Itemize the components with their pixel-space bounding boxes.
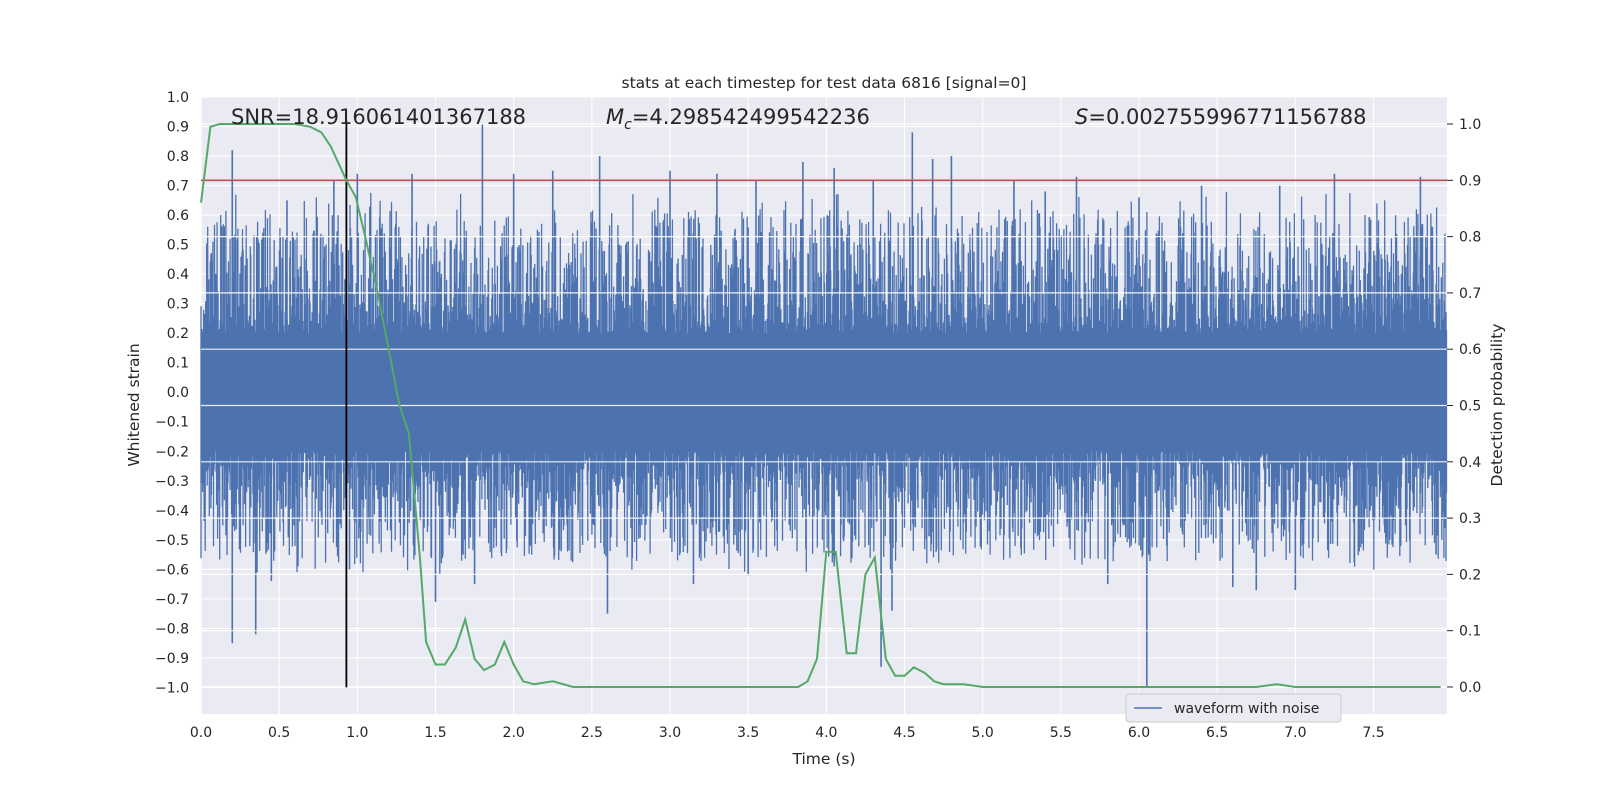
y-tick-label-left: 0.2 — [167, 326, 189, 342]
chirp-mass-value: =4.298542499542236 — [632, 105, 870, 129]
y-tick-label-left: −0.6 — [155, 562, 189, 578]
waveform-core-band — [201, 333, 1447, 452]
x-tick-label: 2.5 — [581, 725, 603, 741]
y-axis-label-right: Detection probability — [1488, 324, 1506, 487]
x-tick-label: 7.5 — [1362, 725, 1384, 741]
y-tick-label-left: 0.7 — [167, 179, 189, 195]
y-tick-label-left: −0.1 — [155, 415, 189, 431]
detection-probability-series — [200, 123, 1441, 688]
x-tick-label: 5.0 — [972, 725, 994, 741]
chirp-mass-symbol: M — [606, 105, 624, 129]
y-tick-label-right: 0.7 — [1459, 286, 1481, 302]
y-tick-label-right: 0.0 — [1459, 680, 1481, 696]
snr-annotation: SNR=18.916061401367188 — [231, 105, 526, 129]
y-tick-label-left: 0.1 — [167, 356, 189, 372]
y-tick-label-left: 0.5 — [167, 238, 189, 254]
y-tick-label-left: 0.0 — [167, 385, 189, 401]
y-tick-label-right: 0.9 — [1459, 173, 1481, 189]
y-tick-label-left: 0.3 — [167, 297, 189, 313]
y-tick-label-left: 0.4 — [167, 267, 189, 283]
x-tick-label: 3.0 — [659, 725, 681, 741]
x-tick-label: 1.0 — [346, 725, 368, 741]
x-tick-label: 5.5 — [1050, 725, 1072, 741]
s-annotation: S=0.002755996771156788 — [1075, 105, 1366, 129]
x-tick-label: 6.5 — [1206, 725, 1228, 741]
y-tick-label-right: 1.0 — [1459, 117, 1481, 133]
x-axis-label: Time (s) — [791, 750, 855, 768]
y-tick-label-left: −0.4 — [155, 503, 189, 519]
s-value: =0.002755996771156788 — [1088, 105, 1366, 129]
y-tick-label-left: −0.2 — [155, 444, 189, 460]
x-tick-label: 6.0 — [1128, 725, 1150, 741]
y-tick-label-left: −0.9 — [155, 651, 189, 667]
x-tick-label: 4.0 — [815, 725, 837, 741]
overlay-lines — [201, 120, 1447, 688]
x-tick-label: 0.5 — [268, 725, 290, 741]
x-tick-label: 0.0 — [190, 725, 212, 741]
axis-ticks: 0.0 0.5 1.0 1.5 2.0 2.5 3.0 3.5 4.0 4.5 5.0 5.5 6.0 6… — [155, 90, 1481, 741]
legend-label: waveform with noise — [1174, 701, 1319, 717]
y-tick-label-right: 0.5 — [1459, 399, 1481, 415]
y-axis-label-left: Whitened strain — [125, 343, 143, 466]
y-tick-label-left: −0.7 — [155, 592, 189, 608]
y-tick-label-left: −1.0 — [155, 680, 189, 696]
chirp-mass-annotation: Mc=4.298542499542236 — [606, 105, 870, 133]
y-tick-label-right: 0.3 — [1459, 511, 1481, 527]
x-tick-label: 3.5 — [737, 725, 759, 741]
chart-title: stats at each timestep for test data 681… — [622, 74, 1027, 92]
x-tick-label: 7.0 — [1284, 725, 1306, 741]
y-tick-label-left: 0.9 — [167, 120, 189, 136]
y-tick-label-left: 0.6 — [167, 208, 189, 224]
y-tick-label-right: 0.2 — [1459, 567, 1481, 583]
y-tick-label-left: −0.3 — [155, 474, 189, 490]
y-tick-label-right: 0.1 — [1459, 624, 1481, 640]
x-tick-label: 4.5 — [893, 725, 915, 741]
legend: waveform with noise — [1125, 693, 1342, 723]
y-tick-label-left: 0.8 — [167, 149, 189, 165]
chirp-mass-subscript: c — [624, 117, 632, 133]
y-tick-label-left: 1.0 — [167, 90, 189, 106]
x-tick-label: 2.0 — [503, 725, 525, 741]
legend-box — [1125, 693, 1342, 723]
s-symbol: S — [1075, 105, 1088, 129]
x-tick-label: 1.5 — [424, 725, 446, 741]
y-tick-label-left: −0.5 — [155, 533, 189, 549]
y-tick-label-right: 0.4 — [1459, 455, 1481, 471]
y-tick-label-left: −0.8 — [155, 621, 189, 637]
y-tick-label-right: 0.6 — [1459, 342, 1481, 358]
detection-probability-line — [200, 123, 1441, 688]
y-tick-label-right: 0.8 — [1459, 230, 1481, 246]
